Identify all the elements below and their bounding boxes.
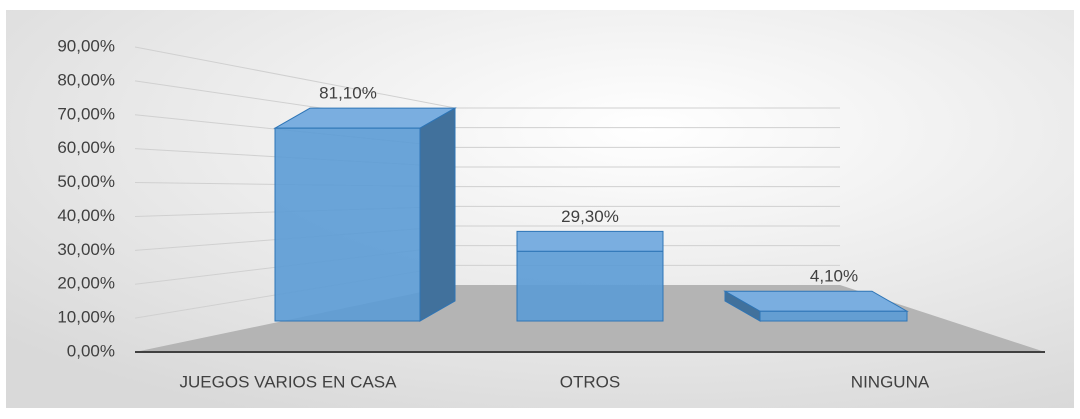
x-tick-label: JUEGOS VARIOS EN CASA <box>180 372 398 391</box>
y-tick-label: 70,00% <box>57 104 115 123</box>
y-tick-label: 60,00% <box>57 138 115 157</box>
y-tick-label: 30,00% <box>57 240 115 259</box>
bar <box>516 250 664 322</box>
y-tick-label: 40,00% <box>57 206 115 225</box>
bar-top <box>516 230 664 252</box>
y-tick-label: 80,00% <box>57 70 115 89</box>
bar-side <box>419 107 456 322</box>
value-label: 4,10% <box>810 267 858 286</box>
y-tick-label: 90,00% <box>57 36 115 55</box>
y-tick-label: 20,00% <box>57 274 115 293</box>
value-label: 81,10% <box>319 84 377 103</box>
x-tick-label: OTROS <box>560 372 620 391</box>
bar <box>759 310 908 322</box>
y-tick-label: 50,00% <box>57 172 115 191</box>
value-label: 29,30% <box>561 207 619 226</box>
x-tick-label: NINGUNA <box>851 372 930 391</box>
y-tick-label: 0,00% <box>67 341 115 360</box>
bar <box>274 127 421 322</box>
y-tick-label: 10,00% <box>57 308 115 327</box>
